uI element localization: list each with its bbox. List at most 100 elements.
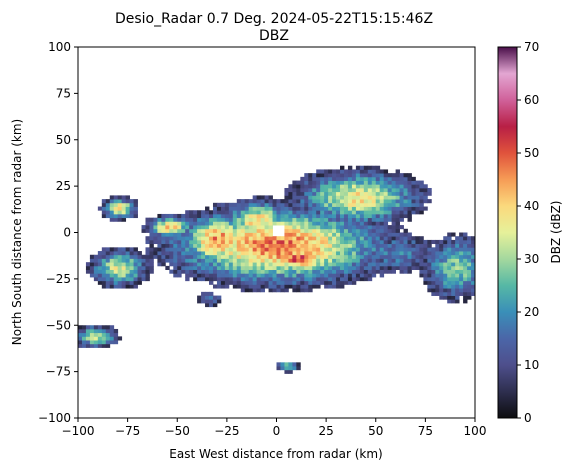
echo-cell	[260, 269, 265, 274]
y-tick-label: 0	[63, 226, 71, 240]
echo-cell	[149, 247, 154, 252]
echo-cell	[232, 254, 238, 259]
echo-cell	[391, 180, 396, 185]
echo-cell	[177, 232, 182, 237]
echo-cell	[280, 265, 285, 270]
echo-cell	[427, 243, 432, 248]
echo-cell	[340, 199, 345, 204]
echo-cell	[256, 288, 262, 293]
echo-cell	[367, 243, 373, 248]
echo-cell	[165, 254, 170, 259]
echo-cell	[387, 184, 393, 189]
echo-cell	[272, 269, 277, 274]
echo-cell	[228, 258, 234, 263]
echo-cell	[316, 180, 321, 185]
echo-cell	[212, 265, 218, 270]
echo-cell	[367, 210, 373, 215]
echo-cell	[459, 280, 464, 285]
echo-cell	[193, 247, 198, 252]
echo-cell	[141, 273, 146, 278]
echo-cell	[97, 262, 103, 267]
echo-cell	[343, 221, 349, 226]
echo-cell	[347, 213, 353, 219]
echo-cell	[419, 187, 424, 193]
echo-cell	[153, 251, 158, 256]
echo-cell	[363, 251, 369, 256]
echo-cell	[268, 251, 273, 256]
echo-cell	[332, 221, 337, 226]
echo-cell	[81, 328, 87, 334]
colorbar-tick-label: 60	[524, 93, 539, 107]
echo-cell	[324, 199, 329, 204]
echo-cell	[455, 269, 460, 274]
echo-cell	[332, 254, 337, 259]
echo-cell	[252, 225, 258, 230]
echo-cell	[336, 173, 341, 178]
echo-cell	[173, 269, 178, 274]
echo-cell	[272, 247, 277, 252]
echo-cell	[193, 243, 198, 248]
echo-cell	[296, 236, 301, 241]
echo-cell	[355, 176, 361, 181]
echo-cell	[240, 273, 246, 278]
echo-cell	[407, 247, 412, 252]
echo-cell	[312, 258, 317, 263]
echo-cell	[439, 265, 444, 270]
echo-cell	[296, 280, 301, 285]
echo-cell	[367, 195, 373, 200]
echo-cell	[224, 258, 230, 263]
echo-cell	[332, 187, 337, 193]
echo-cell	[320, 169, 325, 174]
echo-cell	[427, 191, 432, 196]
echo-cell	[296, 206, 301, 211]
echo-cell	[101, 284, 107, 289]
echo-cell	[292, 265, 297, 270]
echo-cell	[260, 195, 265, 200]
echo-cell	[276, 217, 281, 222]
echo-cell	[320, 195, 325, 200]
echo-cell	[312, 221, 317, 226]
echo-cell	[193, 258, 198, 263]
echo-cell	[137, 280, 142, 285]
echo-cell	[359, 239, 365, 245]
echo-cell	[399, 199, 404, 204]
echo-cell	[304, 243, 309, 248]
echo-cell	[355, 187, 361, 193]
echo-cell	[316, 251, 321, 256]
echo-cell	[411, 195, 416, 200]
echo-cell	[351, 277, 357, 282]
echo-cell	[300, 217, 305, 222]
echo-cell	[212, 251, 218, 256]
echo-cell	[308, 254, 313, 259]
echo-cell	[248, 280, 254, 285]
echo-cell	[355, 191, 361, 196]
echo-cell	[145, 269, 150, 274]
echo-cell	[391, 225, 396, 230]
echo-cell	[387, 206, 393, 211]
echo-cell	[260, 284, 265, 289]
echo-cell	[383, 213, 389, 219]
echo-cell	[165, 243, 170, 248]
echo-cell	[359, 225, 365, 230]
echo-cell	[105, 343, 111, 348]
echo-cell	[415, 243, 420, 248]
echo-cell	[328, 277, 333, 282]
echo-cell	[244, 232, 250, 237]
echo-cell	[284, 210, 289, 215]
echo-cell	[304, 176, 309, 181]
echo-cell	[101, 213, 107, 219]
echo-cell	[403, 228, 408, 233]
echo-cell	[288, 280, 293, 285]
echo-cell	[212, 236, 218, 241]
echo-cell	[328, 217, 333, 222]
echo-cell	[117, 217, 123, 222]
echo-cell	[244, 217, 250, 222]
echo-cell	[228, 262, 234, 267]
echo-cell	[260, 251, 265, 256]
echo-cell	[97, 343, 103, 348]
echo-cell	[463, 239, 468, 245]
echo-cell	[296, 225, 301, 230]
echo-cell	[173, 236, 178, 241]
echo-cell	[272, 258, 277, 263]
